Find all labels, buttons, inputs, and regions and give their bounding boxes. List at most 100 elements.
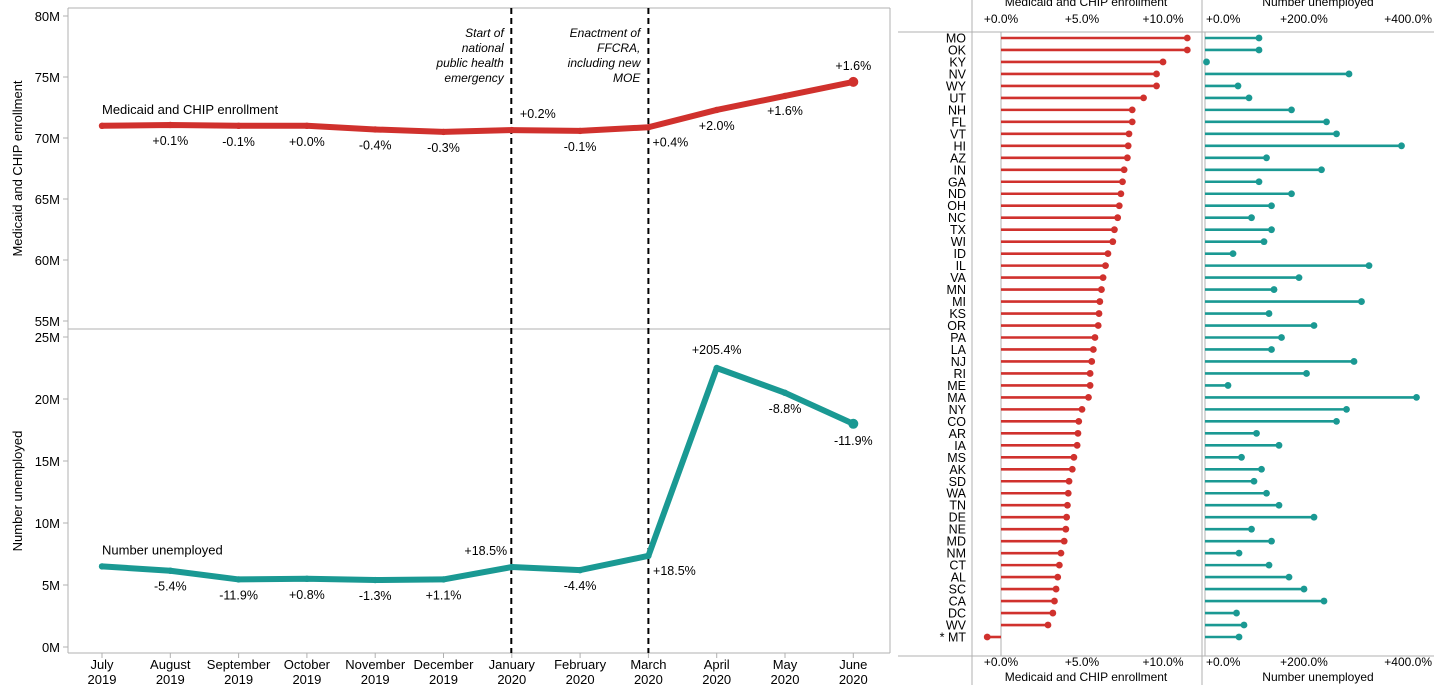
month-tick-label: September 2019 <box>207 657 271 685</box>
enrollment-data-label: -0.1% <box>564 140 597 154</box>
enrollment-bar-dot <box>1089 346 1097 353</box>
enrollment-data-label: +2.0% <box>699 119 735 133</box>
state-label: LA <box>951 343 967 357</box>
unemployed-bar-dot <box>1265 310 1273 317</box>
enrollment-bar-dot <box>1064 501 1071 509</box>
state-label: NH <box>948 103 966 117</box>
unemployed-bar-dot <box>1263 154 1270 162</box>
unemployed-data-label: +0.8% <box>289 588 325 602</box>
enrollment-line <box>99 78 857 135</box>
unemployed-bottom-tick: +400.0% <box>1384 655 1432 669</box>
month-tick-label: April 2020 <box>702 657 731 685</box>
unemployed-bar-dot <box>1234 82 1242 90</box>
enrollment-ytick-label: 60M <box>35 253 60 268</box>
event-label: Enactment of FFCRA, including new MOE <box>568 26 642 85</box>
state-label: IN <box>954 163 967 177</box>
unemployed-point <box>576 566 584 574</box>
enrollment-top-tick: +10.0% <box>1142 12 1183 26</box>
state-label: FL <box>951 115 966 129</box>
enrollment-bar-dot <box>1073 441 1081 449</box>
enrollment-bottom-tick: +0.0% <box>984 655 1019 669</box>
unemployed-data-label: -11.9% <box>834 434 873 448</box>
enrollment-bar-dot <box>1111 226 1118 234</box>
unemployed-bar-dot <box>1295 274 1303 281</box>
enrollment-bar-dot <box>1091 334 1099 341</box>
unemployed-bar-dot <box>1258 465 1265 473</box>
enrollment-point <box>848 76 859 87</box>
state-label: HI <box>954 139 967 153</box>
state-label: VA <box>950 271 966 285</box>
unemployed-ytick-label: 5M <box>42 578 60 593</box>
unemployed-top-tick: +400.0% <box>1384 12 1432 26</box>
unemployed-bar-dot <box>1268 346 1275 353</box>
unemployed-point <box>508 563 515 571</box>
enrollment-bar-dot <box>1120 166 1128 174</box>
enrollment-bar-dot <box>1125 130 1133 138</box>
month-tick-label: November 2019 <box>345 657 406 685</box>
unemployed-ytick-label: 25M <box>35 330 60 345</box>
enrollment-data-label: -0.1% <box>222 135 255 149</box>
enrollment-bottom-axis-title: Medicaid and CHIP enrollment <box>1005 670 1168 684</box>
enrollment-bar-dot <box>1068 465 1076 473</box>
state-label: NY <box>949 403 967 417</box>
unemployed-point <box>440 576 447 583</box>
unemployed-bar-dot <box>1285 573 1293 581</box>
enrollment-bar-dot <box>1085 394 1092 401</box>
enrollment-data-label: +0.2% <box>520 107 556 121</box>
enrollment-bar-dot <box>1078 405 1086 413</box>
unemployed-bar-dot <box>1333 417 1340 425</box>
unemployed-bar-dot <box>1345 70 1353 78</box>
unemployed-point <box>98 563 106 570</box>
unemployed-bar-dot <box>1203 58 1210 66</box>
state-label: SD <box>949 475 966 489</box>
state-label: NV <box>949 67 967 81</box>
enrollment-ytick-label: 70M <box>35 131 60 146</box>
unemployed-bar-dot <box>1323 118 1330 126</box>
enrollment-point <box>167 121 174 129</box>
enrollment-ytick-label: 80M <box>35 9 60 24</box>
enrollment-bar-dot <box>1088 358 1096 365</box>
state-label: WI <box>951 235 966 249</box>
enrollment-data-label: +0.0% <box>289 135 325 149</box>
unemployed-bottom-tick: +0.0% <box>1206 655 1241 669</box>
state-label: CA <box>949 595 967 609</box>
state-label: AZ <box>950 151 966 165</box>
enrollment-bar-dot <box>1060 537 1068 545</box>
enrollment-bar-dot <box>1062 525 1070 533</box>
unemployed-bar-dot <box>1288 190 1295 198</box>
unemployed-bar-dot <box>1398 142 1405 150</box>
unemployed-bar-dot <box>1268 202 1275 210</box>
event-label: Start of national public health emergency <box>435 26 505 85</box>
enrollment-point <box>645 124 652 131</box>
state-label: DC <box>948 607 966 621</box>
state-label: UT <box>949 91 966 105</box>
month-tick-label: February 2020 <box>554 657 607 685</box>
enrollment-data-label: +1.6% <box>767 104 803 118</box>
state-label: SC <box>949 583 966 597</box>
unemployed-data-label: +18.5% <box>653 564 696 578</box>
state-label: * MT <box>940 631 967 645</box>
unemployed-bar-dot <box>1310 322 1318 329</box>
unemployed-data-label: +205.4% <box>692 343 742 357</box>
enrollment-point <box>372 126 379 133</box>
enrollment-bar-dot <box>1117 190 1125 198</box>
state-label: OK <box>948 43 967 57</box>
month-tick-label: July 2019 <box>88 657 117 685</box>
unemployed-line <box>99 365 857 584</box>
enrollment-data-label: -0.4% <box>359 138 392 152</box>
state-label: KS <box>949 307 966 321</box>
state-label: NE <box>949 523 966 537</box>
enrollment-point <box>576 127 584 135</box>
enrollment-bar-dot <box>1086 382 1094 389</box>
enrollment-bar-dot <box>983 633 991 641</box>
unemployed-bar-dot <box>1260 238 1268 246</box>
unemployed-bar-dot <box>1233 609 1240 617</box>
month-tick-label: August 2019 <box>150 657 191 685</box>
enrollment-bar-dot <box>1104 250 1112 258</box>
enrollment-bar-dot <box>1075 417 1083 425</box>
unemployed-bar-dot <box>1343 405 1350 413</box>
enrollment-bar-dot <box>1159 58 1167 66</box>
enrollment-bar-dot <box>1086 370 1094 377</box>
enrollment-bar-dot <box>1119 178 1126 186</box>
